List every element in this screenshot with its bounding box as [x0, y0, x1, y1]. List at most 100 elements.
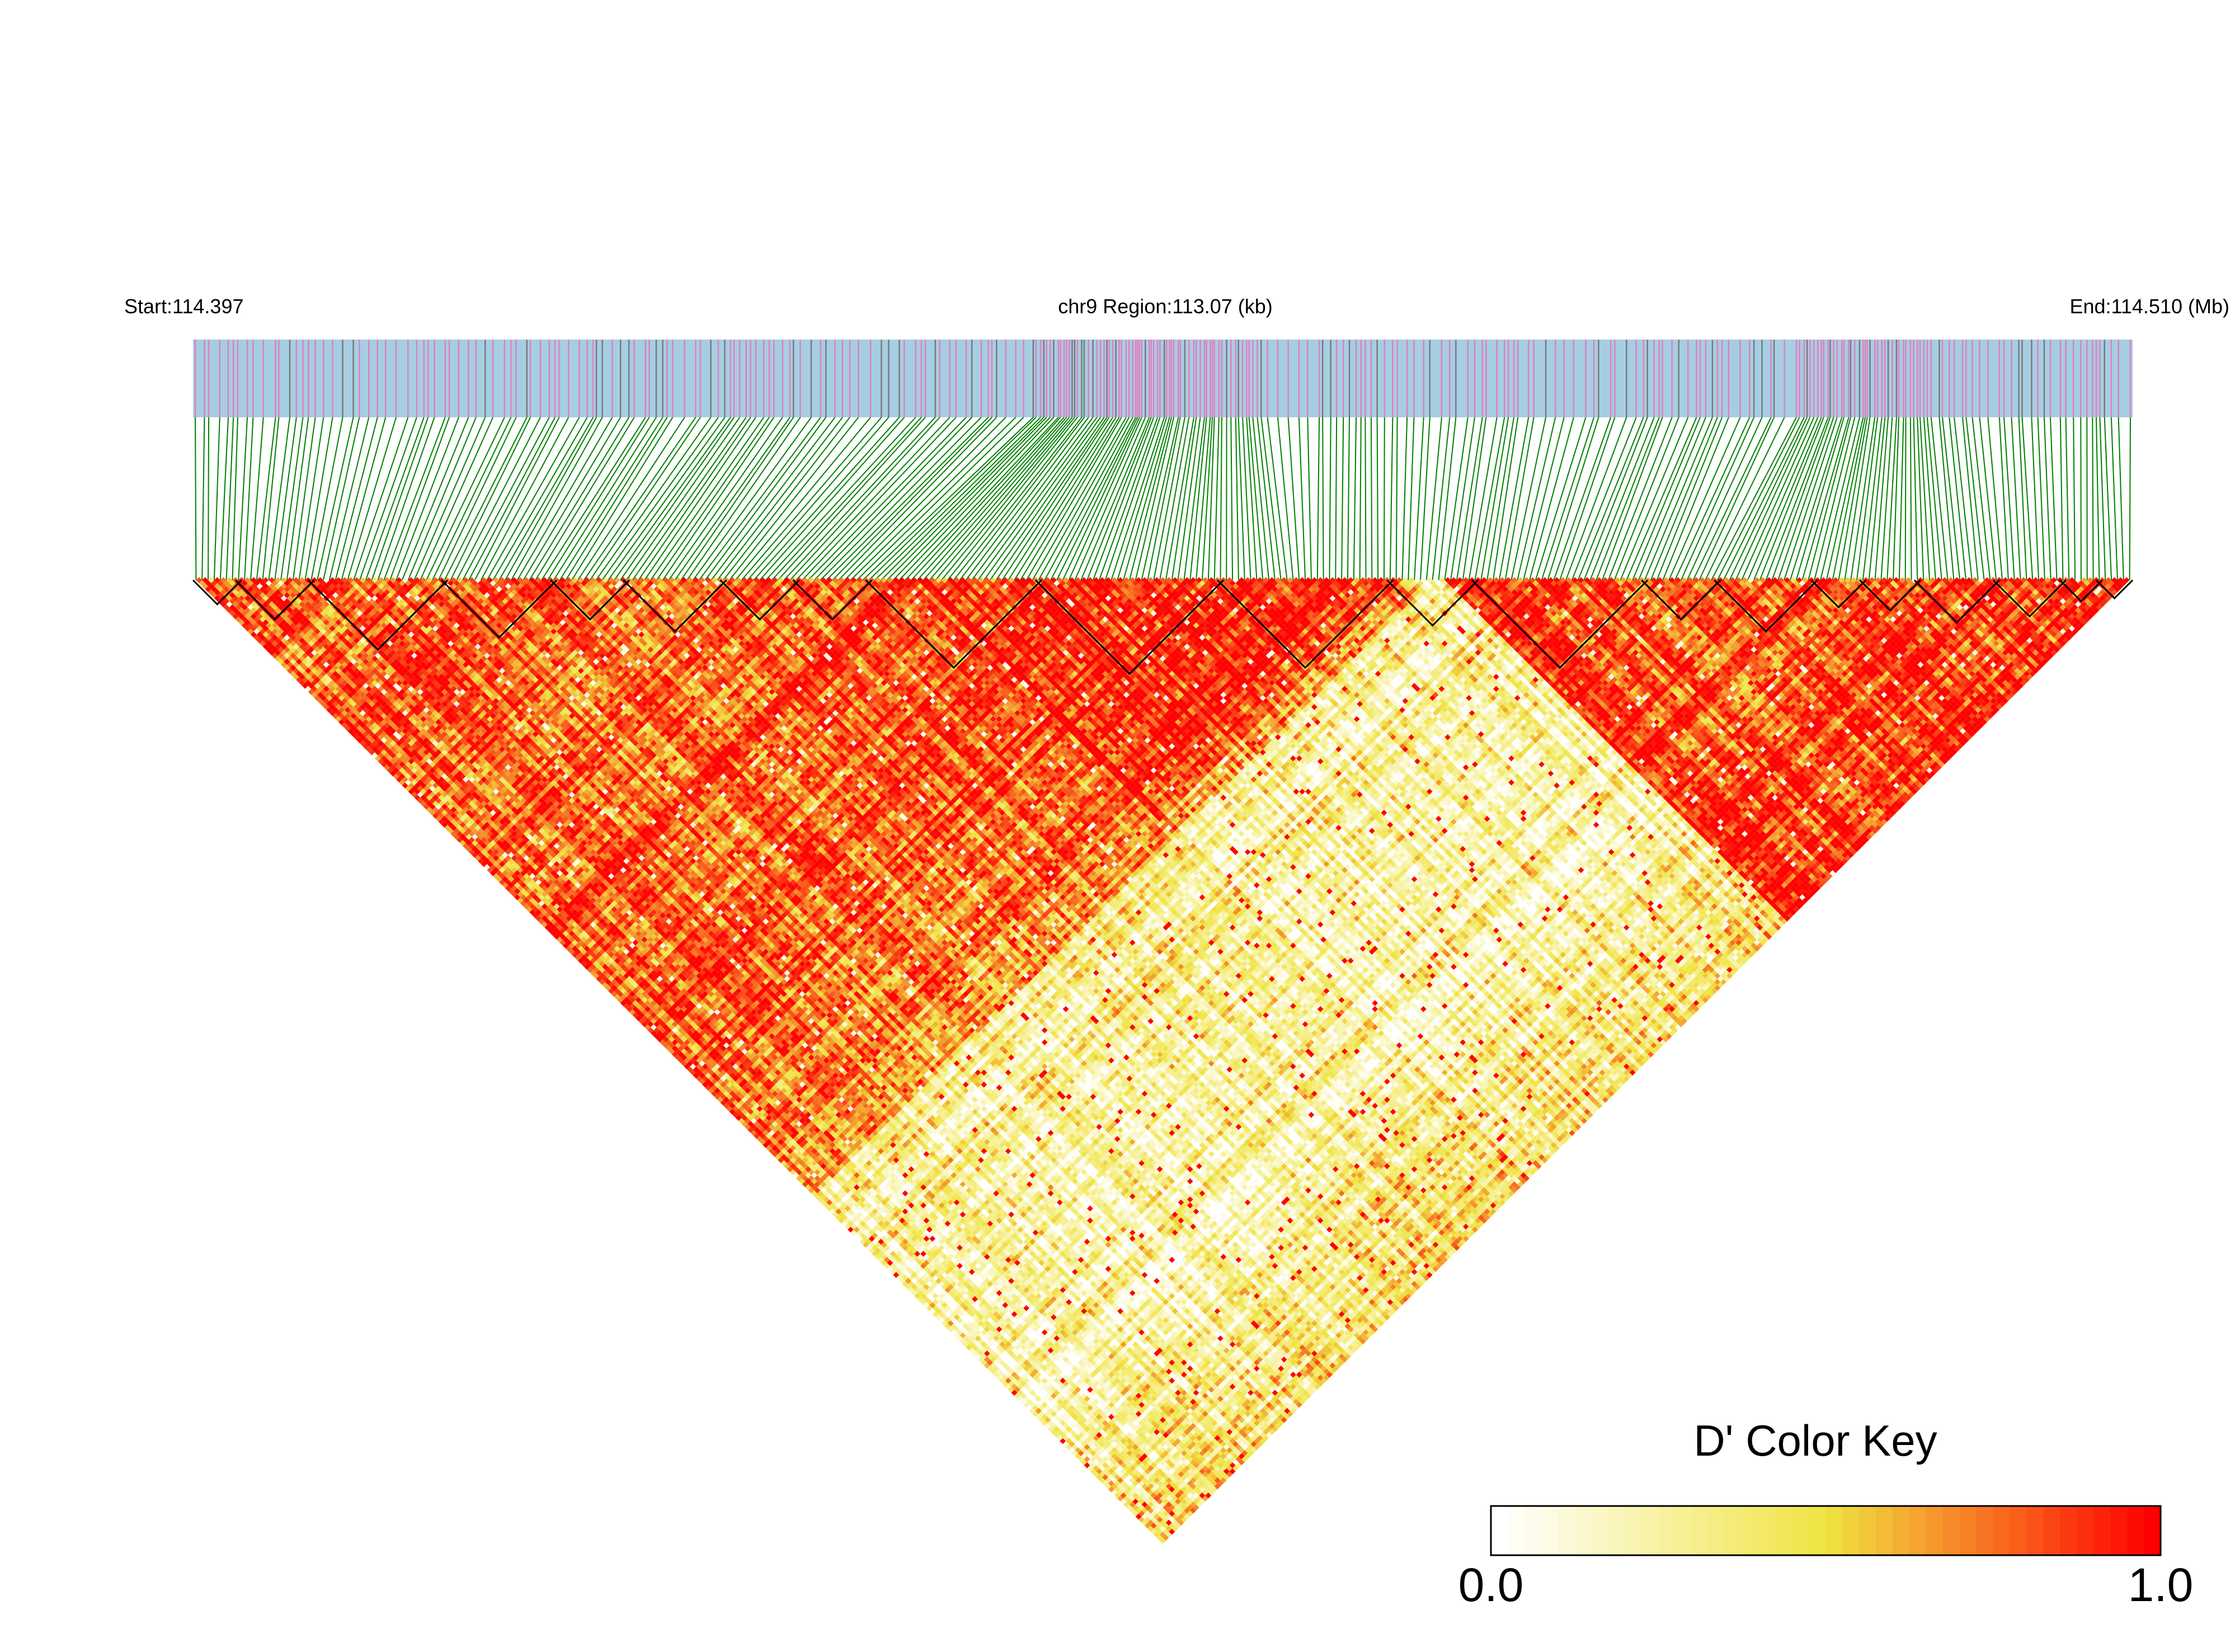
ld-triangle-heatmap: [196, 577, 2129, 1544]
snp-connector: [1615, 417, 1679, 580]
snp-connector: [1408, 417, 1414, 580]
snp-connector: [487, 417, 579, 580]
snp-connector: [232, 417, 238, 580]
snp-connector: [1142, 417, 1179, 580]
snp-connector: [1572, 417, 1636, 580]
snp-connector: [1596, 417, 1659, 580]
snp-connector: [1584, 417, 1647, 580]
snp-connector: [195, 417, 196, 580]
snp-connector: [378, 417, 434, 580]
snp-connector: [2050, 417, 2057, 580]
snp-connector: [1268, 417, 1287, 580]
snp-connector: [1444, 417, 1467, 580]
snp-connector: [1329, 417, 1330, 580]
snp-connector: [2111, 417, 2118, 580]
snp-connector: [2044, 417, 2051, 580]
snp-connector: [366, 417, 424, 580]
snp-connector: [2038, 417, 2045, 580]
snp-connector: [1354, 417, 1356, 580]
snp-connector: [360, 417, 417, 580]
snp-connector: [281, 417, 303, 580]
snp-connector: [1766, 417, 1828, 580]
snp-connector: [566, 417, 667, 580]
snp-connector: [1231, 417, 1232, 580]
snp-connector-lines: [195, 417, 2130, 580]
snp-connector: [2092, 417, 2093, 580]
snp-connector: [924, 417, 1067, 580]
snp-connector: [269, 417, 290, 580]
snp-connector: [1730, 417, 1808, 580]
snp-connector: [463, 417, 549, 580]
snp-connector: [1914, 417, 1918, 580]
snp-connector: [2022, 417, 2032, 580]
snp-connector: [754, 417, 899, 580]
snp-connector: [1481, 417, 1508, 580]
snp-connector: [1645, 417, 1712, 580]
snp-connector: [590, 417, 700, 580]
snp-connector: [1893, 417, 1899, 580]
snp-connector: [723, 417, 850, 580]
snp-connector: [1299, 417, 1305, 580]
snp-connector: [742, 417, 882, 580]
snp-connector: [257, 417, 276, 580]
snp-connector: [1451, 417, 1475, 580]
snp-connector: [1554, 417, 1611, 580]
snp-connector: [1384, 417, 1385, 580]
snp-connector: [554, 417, 656, 580]
region-end-label: End:114.510 (Mb): [2069, 295, 2229, 318]
snp-connector: [747, 417, 888, 580]
snp-connector: [1390, 417, 1393, 580]
snp-connector: [2105, 417, 2111, 580]
snp-position-track: [193, 340, 2133, 417]
snp-connector: [596, 417, 711, 580]
snp-connector: [796, 417, 950, 580]
snp-connector: [1457, 417, 1483, 580]
snp-connector: [1307, 417, 1311, 580]
snp-connector: [1917, 417, 1923, 580]
snp-connector: [2060, 417, 2063, 580]
snp-connector: [1920, 417, 1930, 580]
snp-connector: [1905, 417, 1906, 580]
snp-connector: [881, 417, 1044, 580]
snp-connector: [214, 417, 220, 580]
snp-connector: [1820, 417, 1860, 580]
snp-connector: [275, 417, 297, 580]
snp-connector: [1887, 417, 1897, 580]
snp-connector: [1590, 417, 1654, 580]
snp-connector: [311, 417, 342, 580]
snp-connector: [1278, 417, 1293, 580]
snp-connector: [1261, 417, 1281, 580]
snp-connector: [1899, 417, 1904, 580]
snp-connector: [2066, 417, 2069, 580]
snp-connector: [2100, 417, 2105, 580]
snp-connector: [1911, 417, 1912, 580]
snp-connector: [1335, 417, 1337, 580]
snp-connector: [717, 417, 843, 580]
snp-connector: [929, 417, 1069, 580]
snp-connector: [1184, 417, 1204, 580]
snp-connector: [1402, 417, 1407, 580]
snp-connector: [1348, 417, 1349, 580]
snp-connector: [1342, 417, 1343, 580]
snp-connector: [293, 417, 316, 580]
snp-connector: [559, 417, 662, 580]
snp-connector: [384, 417, 445, 580]
snp-connector: [1130, 417, 1171, 580]
snp-connector: [687, 417, 801, 580]
snp-connector: [1999, 417, 2008, 580]
snp-connector: [2096, 417, 2099, 580]
snp-connector: [208, 417, 209, 580]
snp-connector: [1620, 417, 1688, 580]
snp-connector: [263, 417, 279, 580]
snp-connector: [432, 417, 511, 580]
snp-connector: [402, 417, 468, 580]
snp-connector: [638, 417, 750, 580]
snp-connector: [1365, 417, 1366, 580]
snp-connector: [2019, 417, 2027, 580]
snp-connector: [1075, 417, 1145, 580]
snp-connector: [1360, 417, 1361, 580]
snp-connector: [457, 417, 540, 580]
snp-connector: [1963, 417, 1978, 580]
snp-connector: [1105, 417, 1160, 580]
